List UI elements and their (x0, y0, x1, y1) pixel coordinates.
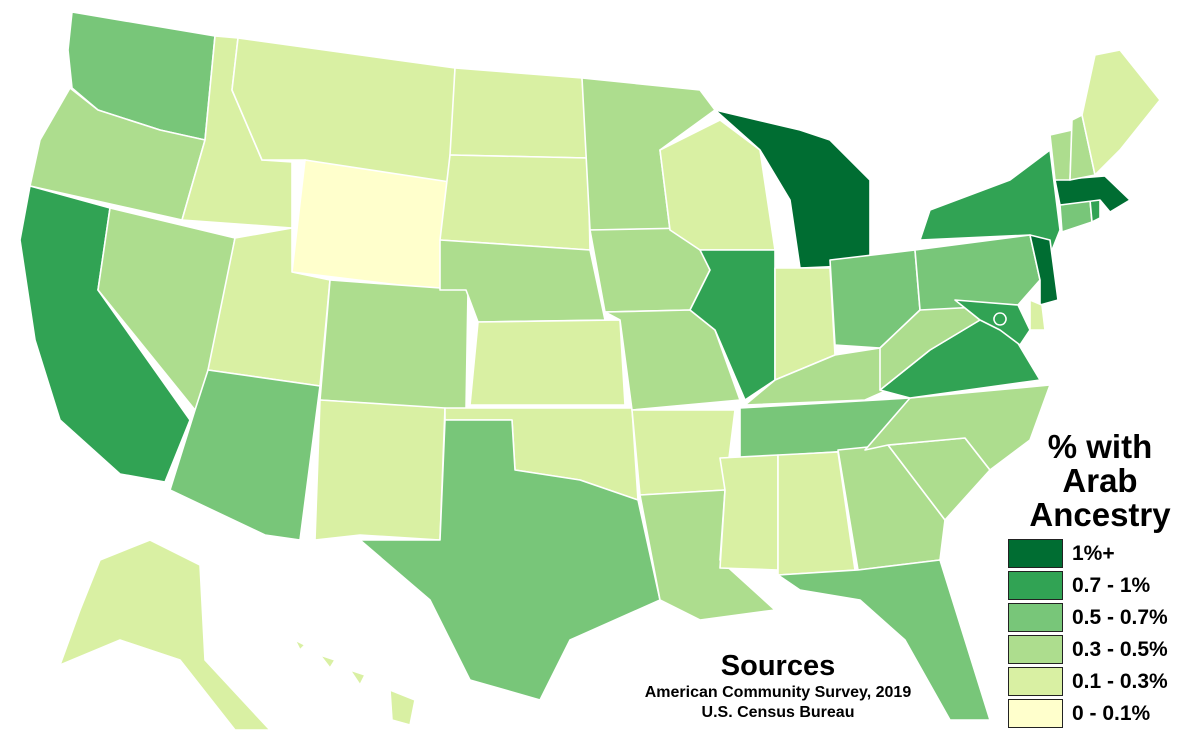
state-az (169, 369, 321, 541)
state-co (319, 279, 469, 411)
sources-line-survey: American Community Survey, 2019 (644, 684, 912, 701)
legend-item-0-0-1: 0 - 0.1% (1008, 698, 1150, 729)
legend-label: 0.1 - 0.3% (1072, 669, 1168, 693)
state-dc (993, 312, 1007, 326)
state-ms (719, 454, 779, 571)
state-ak (59, 539, 271, 731)
legend-item-0-7-1: 0.7 - 1% (1008, 570, 1150, 601)
state-hi (294, 639, 416, 726)
state-de (1029, 299, 1046, 331)
state-nm (314, 399, 446, 541)
state-fl (777, 559, 991, 721)
legend-title-line-3: Ancestry (1029, 496, 1171, 533)
legend-item-0-3-0-5: 0.3 - 0.5% (1008, 634, 1168, 665)
legend-swatch (1008, 603, 1063, 632)
state-nc (864, 384, 1051, 471)
sources-line-bureau: U.S. Census Bureau (701, 704, 855, 721)
state-tx (359, 419, 661, 701)
state-ks (469, 319, 626, 406)
state-ny (919, 149, 1061, 256)
state-wy (291, 159, 451, 291)
legend-swatch (1008, 667, 1063, 696)
state-md (954, 299, 1031, 346)
legend-label: 1%+ (1072, 541, 1115, 565)
legend-label: 0 - 0.1% (1072, 701, 1151, 725)
state-ma (1054, 175, 1131, 213)
state-nd (449, 67, 589, 159)
legend-title-line-2: Arab (1062, 462, 1138, 499)
legend-item-0-1-0-3: 0.1 - 0.3% (1008, 666, 1168, 697)
state-sd (439, 154, 591, 251)
state-pa (914, 234, 1041, 311)
state-ar (631, 409, 736, 496)
legend-swatch (1008, 699, 1063, 728)
legend-label: 0.3 - 0.5% (1072, 637, 1168, 661)
legend-title: % with Arab Ancestry (1000, 430, 1200, 532)
legend-item-0-5-0-7: 0.5 - 0.7% (1008, 602, 1168, 633)
state-nj (1029, 234, 1059, 306)
legend-swatch (1008, 539, 1063, 568)
legend-label: 0.5 - 0.7% (1072, 605, 1168, 629)
state-ri (1089, 199, 1101, 223)
legend-swatch (1008, 571, 1063, 600)
legend-swatch (1008, 635, 1063, 664)
legend-label: 0.7 - 1% (1072, 573, 1151, 597)
state-me (1081, 49, 1161, 176)
legend-title-line-1: % with (1047, 428, 1153, 465)
legend-item-1-plus: 1%+ (1008, 538, 1115, 569)
sources-title: Sources (720, 650, 836, 682)
